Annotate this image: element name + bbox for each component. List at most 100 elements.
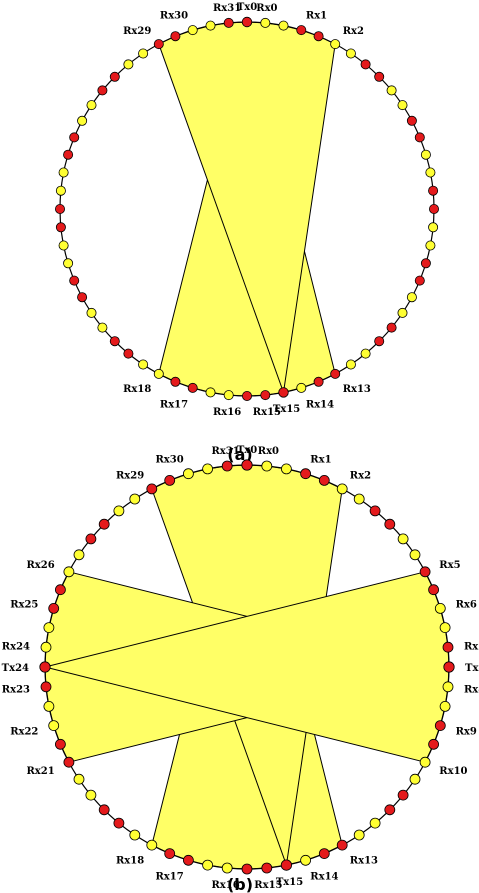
- ring-node: [187, 25, 198, 36]
- node-label-rx15: Rx15: [254, 880, 282, 891]
- ring-node: [442, 681, 454, 693]
- ring-node: [86, 100, 97, 111]
- node-label-rx21: Rx21: [26, 766, 54, 777]
- ring-node: [360, 348, 371, 359]
- ring-node: [69, 275, 80, 286]
- ring-node: [384, 804, 396, 816]
- tx-node-tx15: [278, 387, 289, 398]
- ring-node: [55, 222, 66, 233]
- ring-node: [138, 48, 149, 59]
- ring-node: [261, 862, 273, 874]
- node-label-rx0: Rx0: [258, 446, 279, 457]
- ring-node: [300, 854, 312, 866]
- ring-node: [40, 641, 52, 653]
- ring-node: [86, 307, 97, 318]
- tx-node-tx24: [39, 661, 51, 673]
- ring-node: [48, 720, 60, 731]
- node-label-tx0: Tx0: [237, 2, 257, 13]
- node-label-rx0: Rx0: [256, 3, 277, 14]
- ring-node: [85, 789, 97, 801]
- ring-node: [77, 292, 88, 303]
- node-label-rx9: Rx9: [456, 726, 477, 737]
- ring-node: [420, 149, 431, 160]
- ring-node: [85, 533, 97, 545]
- node-label-tx15: Tx15: [273, 404, 300, 415]
- ring-node: [153, 39, 164, 50]
- node-label-tx15: Tx15: [276, 877, 303, 888]
- ring-node: [182, 854, 194, 866]
- ring-node: [406, 292, 417, 303]
- ring-node: [374, 71, 385, 82]
- ring-node: [419, 566, 431, 578]
- node-label-rx29: Rx29: [123, 26, 151, 37]
- node-label-rx15: Rx15: [253, 407, 281, 418]
- ring-node: [223, 17, 234, 28]
- caption-a: (a): [227, 445, 252, 464]
- tx-node-tx8: [443, 661, 455, 673]
- ring-node: [313, 31, 324, 42]
- ring-node: [58, 167, 69, 178]
- node-label-rx16: Rx16: [211, 880, 239, 891]
- ring-node: [397, 100, 408, 111]
- node-label-rx18: Rx18: [123, 384, 151, 395]
- ring-node: [69, 132, 80, 143]
- ring-node: [428, 738, 440, 750]
- ring-node: [55, 203, 66, 214]
- ring-node: [55, 584, 66, 596]
- node-label-rx10: Rx10: [439, 766, 467, 777]
- node-label-rx31: Rx31: [211, 446, 239, 457]
- ring-node: [369, 505, 381, 517]
- ring-node: [153, 368, 164, 379]
- tx-node-tx0: [241, 16, 253, 28]
- ring-node: [123, 348, 134, 359]
- ring-node: [397, 533, 409, 545]
- ring-node: [419, 756, 431, 768]
- ring-node: [300, 468, 312, 480]
- ring-node: [425, 240, 436, 251]
- ring-node: [345, 48, 356, 59]
- ring-node: [296, 25, 307, 36]
- ring-node: [221, 460, 233, 472]
- ring-node: [63, 258, 74, 269]
- node-layer-b: [39, 459, 455, 875]
- fan-layer-b: [44, 464, 450, 870]
- ring-node: [428, 185, 439, 196]
- ring-node: [113, 505, 125, 517]
- ring-node: [129, 829, 141, 841]
- ring-node: [330, 39, 341, 50]
- ring-node: [409, 549, 421, 561]
- ring-node: [345, 359, 356, 370]
- ring-node: [318, 474, 330, 486]
- node-label-rx17: Rx17: [155, 872, 183, 883]
- ring-node: [164, 848, 176, 859]
- node-label-rx14: Rx14: [306, 399, 334, 410]
- node-label-rx1: Rx1: [306, 11, 327, 22]
- ring-node: [369, 817, 381, 829]
- label-layer-a: Tx0 Rx0 Rx1 Rx2 Rx31 Rx30 Rx29 Rx13 Rx14 Rx15Tx15…: [123, 2, 371, 418]
- ring-node: [43, 701, 55, 712]
- ring-node: [223, 390, 234, 401]
- ring-node: [414, 275, 425, 286]
- ring-node: [397, 789, 409, 801]
- node-label-rx7: Rx7: [464, 642, 479, 653]
- ring-node: [202, 463, 214, 475]
- ring-node: [360, 59, 371, 70]
- ring-node: [425, 167, 436, 178]
- ring-node: [336, 839, 348, 851]
- ring-node: [414, 132, 425, 143]
- node-label-rx17: Rx17: [160, 399, 188, 410]
- ring-node: [182, 468, 194, 480]
- ring-node: [439, 622, 451, 633]
- node-label-rx5: Rx5: [439, 560, 460, 571]
- node-label-rx30: Rx30: [160, 11, 188, 22]
- node-label-rx14: Rx14: [310, 872, 338, 883]
- ring-node: [241, 863, 253, 875]
- node-label-tx24: Tx24: [2, 663, 29, 674]
- ring-node: [40, 681, 52, 693]
- ring-node: [146, 839, 158, 851]
- ring-node: [330, 368, 341, 379]
- ring-node: [63, 756, 75, 768]
- ring-node: [434, 720, 446, 731]
